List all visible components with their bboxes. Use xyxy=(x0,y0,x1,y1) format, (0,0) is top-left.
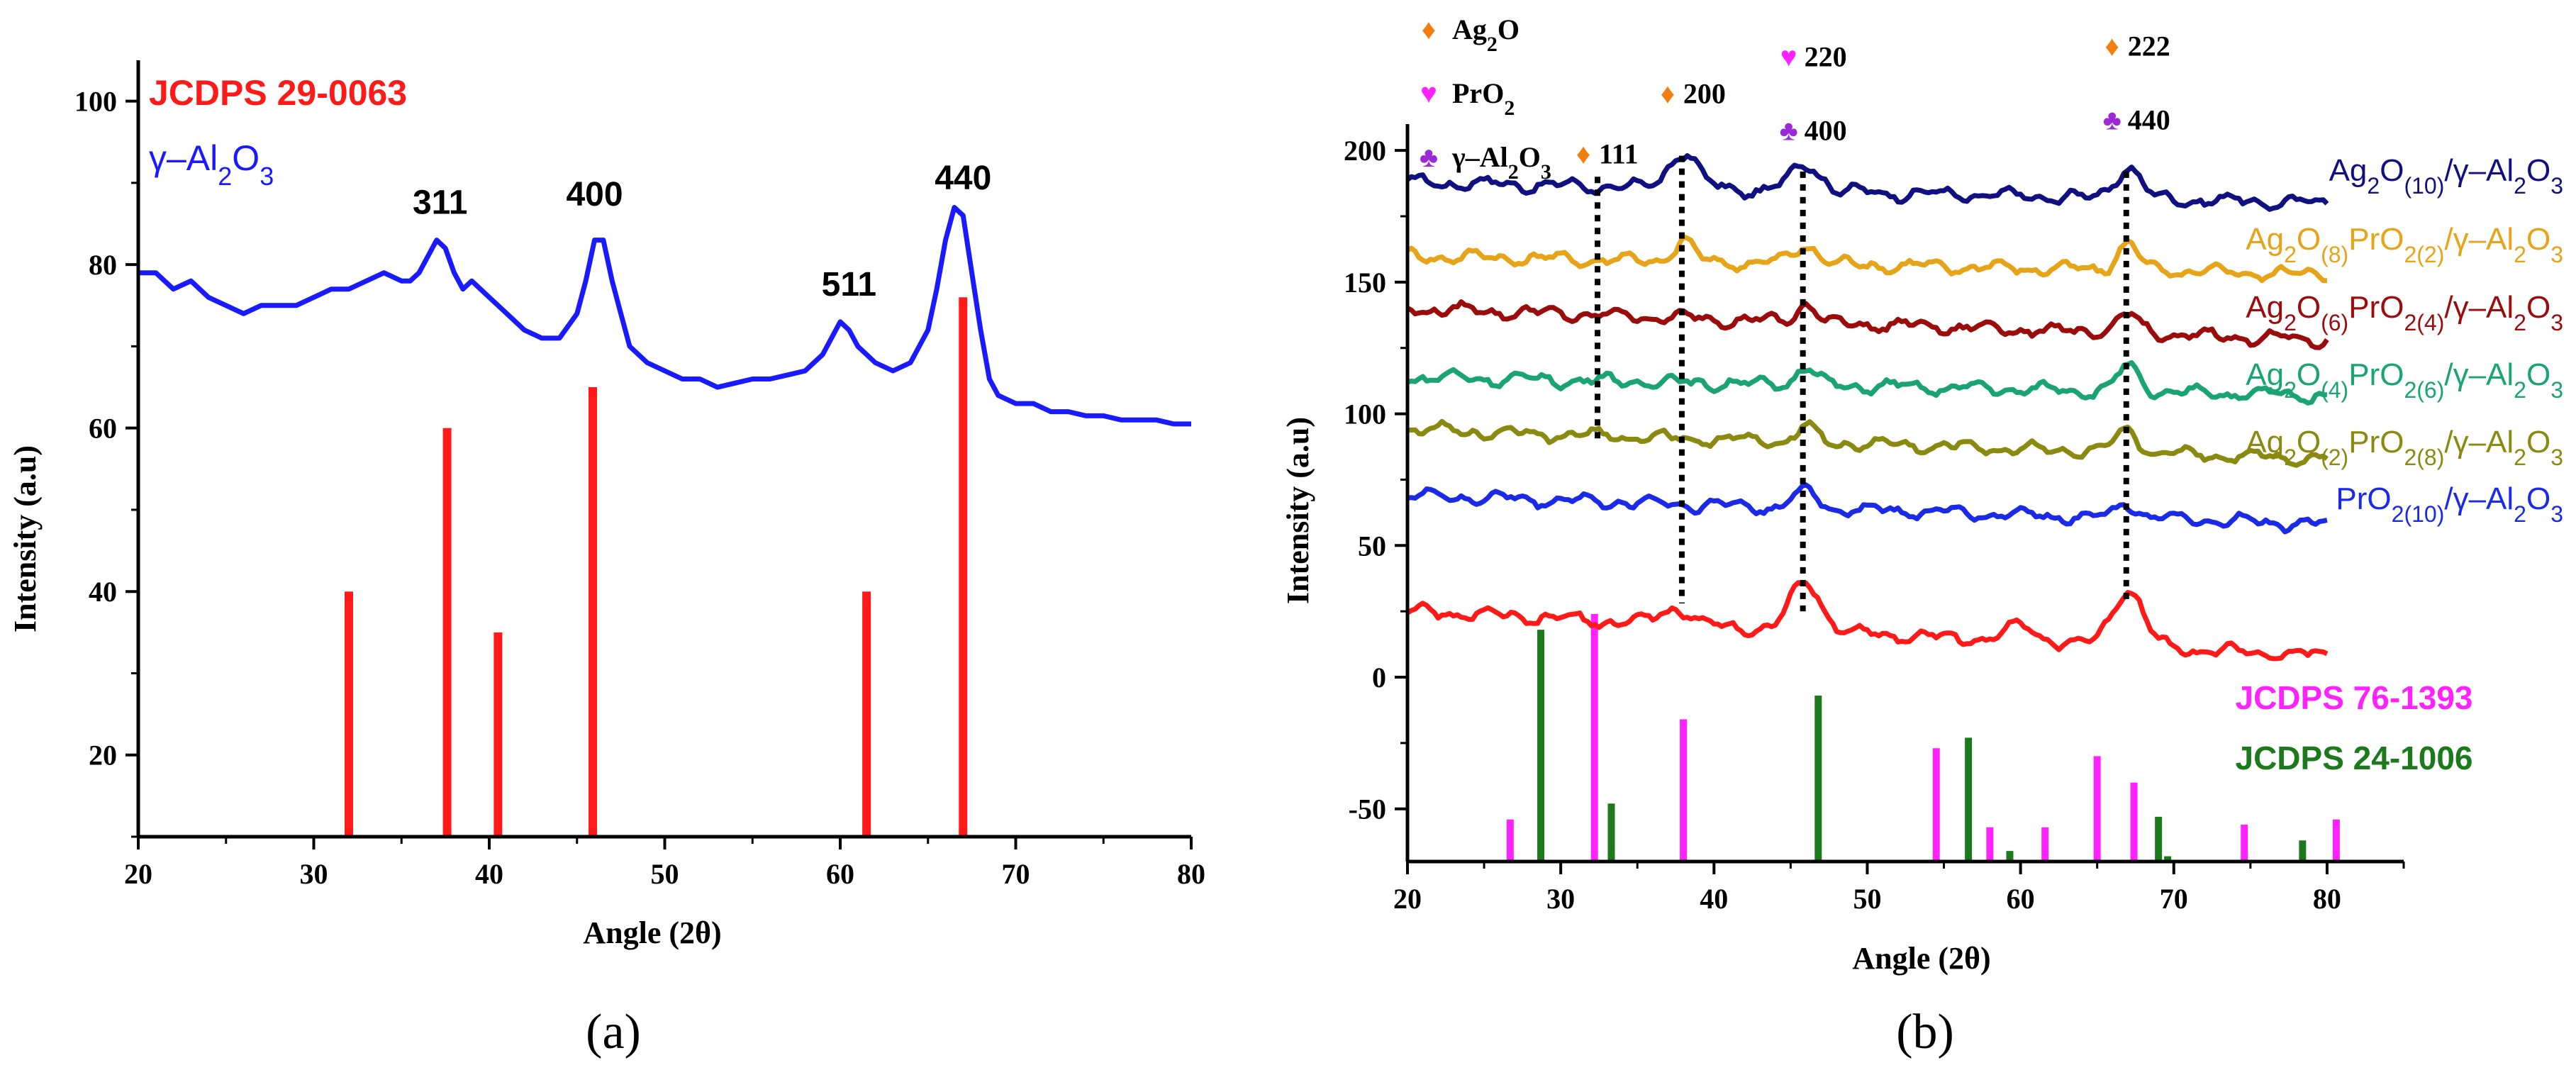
peak-symbol: ♥ xyxy=(1780,40,1797,72)
x-tick-label-b: 80 xyxy=(2313,883,2341,915)
panel-a: 20 30 40 50 60 70 80 20 40 60 80 100 311 400 511 440 J… xyxy=(8,60,1205,1059)
x-tick-label: 30 xyxy=(300,858,328,890)
x-tick-label: 20 xyxy=(124,858,152,890)
peak-hkl-label: 200 xyxy=(1683,77,1726,109)
peak-label: 400 xyxy=(566,176,623,213)
legend-symbol: ♦ xyxy=(1422,13,1436,45)
series-curve xyxy=(1405,153,2329,212)
series-curve xyxy=(1406,580,2329,662)
x-tick-label-b: 20 xyxy=(1393,883,1422,915)
y-tick-label-b: 0 xyxy=(1372,662,1386,693)
y-tick-label: 60 xyxy=(89,413,117,445)
peak-symbol: ♦ xyxy=(1661,77,1675,109)
series-legend-label: Ag2O(10)/γ–Al2O3 xyxy=(2329,153,2563,199)
y-axis-label-b: Intensity (a.u) xyxy=(1281,417,1315,604)
y-tick-label: 40 xyxy=(89,576,117,608)
series-curve xyxy=(1406,299,2329,350)
y-tick-label-b: 100 xyxy=(1344,399,1386,430)
y-tick-label-b: 50 xyxy=(1358,530,1386,562)
x-tick-label-b: 60 xyxy=(2007,883,2035,915)
series-legend-label: Ag2O(6)PrO2(4)/γ–Al2O3 xyxy=(2246,290,2563,335)
peak-hkl-label: 222 xyxy=(2128,30,2170,62)
reference-legend-label: JCDPS 24-1006 xyxy=(2236,740,2473,776)
peak-hkl-label: 440 xyxy=(2128,104,2170,135)
x-axis-label-b: Angle (2θ) xyxy=(1852,941,1990,976)
x-tick-label: 60 xyxy=(826,858,854,890)
peak-label: 511 xyxy=(822,266,876,303)
gamma-alumina-curve xyxy=(138,205,1191,427)
series-curve xyxy=(1407,360,2328,406)
legend-phase-label: Ag2O xyxy=(1452,13,1520,56)
x-tick-label: 40 xyxy=(475,858,503,890)
x-tick-label: 80 xyxy=(1177,858,1205,890)
series-legend-label: Ag2O(8)PrO2(2)/γ–Al2O3 xyxy=(2246,222,2563,267)
peak-symbol: ♣ xyxy=(1780,114,1798,146)
peak-hkl-label: 400 xyxy=(1805,114,1847,146)
x-tick-label-b: 50 xyxy=(1853,883,1881,915)
peak-hkl-label: 111 xyxy=(1599,138,1639,170)
legend-phase-label: PrO2 xyxy=(1452,77,1515,120)
series-curve xyxy=(1407,418,2329,468)
series-curve xyxy=(1407,482,2328,535)
y-tick-label-b: 150 xyxy=(1344,267,1386,299)
legend-phase-label: γ–Al2O3 xyxy=(1451,141,1551,184)
series-curve xyxy=(1406,234,2327,284)
x-tick-label-b: 40 xyxy=(1700,883,1728,915)
x-axis-label: Angle (2θ) xyxy=(583,915,721,950)
y-tick-label-b: -50 xyxy=(1349,793,1386,825)
x-tick-label-b: 70 xyxy=(2160,883,2188,915)
legend-symbol: ♥ xyxy=(1420,77,1437,109)
legend-jcdps-29-0063: JCDPS 29-0063 xyxy=(149,73,407,113)
y-tick-label-b: 200 xyxy=(1344,135,1386,167)
peak-hkl-label: 220 xyxy=(1805,40,1847,72)
y-tick-label: 20 xyxy=(89,740,117,771)
series-legend-label: Ag2O(4)PrO2(6)/γ–Al2O3 xyxy=(2246,357,2563,403)
peak-symbol: ♦ xyxy=(2105,30,2119,62)
peak-symbol: ♦ xyxy=(1576,138,1590,170)
panel-b-label: (b) xyxy=(1896,1005,1954,1059)
y-tick-label: 100 xyxy=(74,86,117,118)
peak-label: 311 xyxy=(413,184,467,222)
y-axis-label: Intensity (a.u) xyxy=(8,445,43,632)
panel-a-label: (a) xyxy=(586,1005,641,1059)
series-legend-label: Ag2O(2)PrO2(8)/γ–Al2O3 xyxy=(2246,425,2563,470)
reference-legend-label: JCDPS 76-1393 xyxy=(2236,679,2473,716)
peak-symbol: ♣ xyxy=(2103,104,2121,135)
legend-symbol: ♣ xyxy=(1420,141,1438,173)
x-tick-label: 70 xyxy=(1002,858,1030,890)
legend-gamma-alumina: γ–Al2O3 xyxy=(149,138,274,191)
x-tick-label: 50 xyxy=(651,858,679,890)
series-legend-label: PrO2(10)/γ–Al2O3 xyxy=(2336,481,2563,527)
peak-label: 440 xyxy=(935,160,991,197)
y-tick-label: 80 xyxy=(89,249,117,281)
x-tick-label-b: 30 xyxy=(1546,883,1575,915)
